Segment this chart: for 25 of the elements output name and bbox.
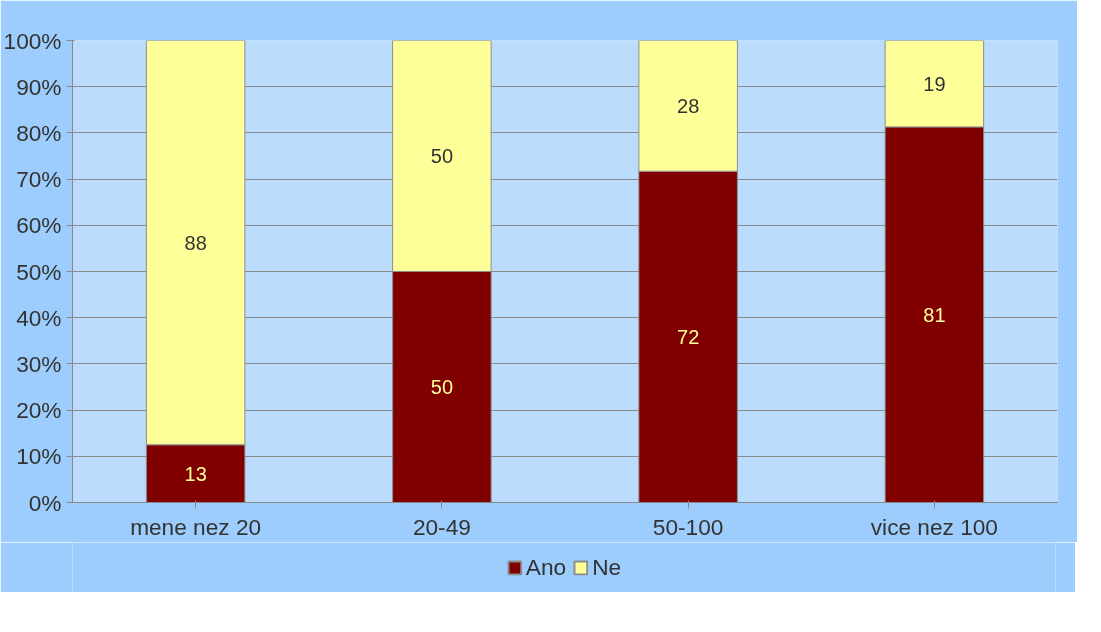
data-label: 50 [430,376,453,398]
legend-label: Ne [592,553,622,581]
x-tick-label: vice nez 100 [870,513,998,540]
x-tick-label: 50-100 [652,513,724,540]
y-tick-label: 20% [16,397,62,424]
y-tick-label: 40% [16,304,62,331]
data-label: 19 [923,72,946,95]
y-tick-label: 100% [3,27,62,54]
data-label: 72 [677,325,700,348]
x-tick-label: mene nez 20 [130,513,262,540]
y-tick-label: 30% [16,350,62,377]
data-label: 88 [184,231,207,254]
y-tick-label: 90% [16,73,62,100]
data-label: 13 [184,462,207,485]
data-label: 28 [677,94,700,117]
y-tick-label: 70% [16,166,62,193]
y-tick-label: 0% [28,489,62,516]
y-tick-label: 50% [16,258,62,285]
y-tick-label: 60% [16,212,62,239]
data-label: 81 [923,303,946,326]
y-tick-label: 10% [16,443,62,470]
y-tick-label: 80% [16,119,62,146]
data-label: 50 [430,145,453,167]
x-tick-label: 20-49 [412,513,471,540]
legend-label: Ano [525,553,567,581]
